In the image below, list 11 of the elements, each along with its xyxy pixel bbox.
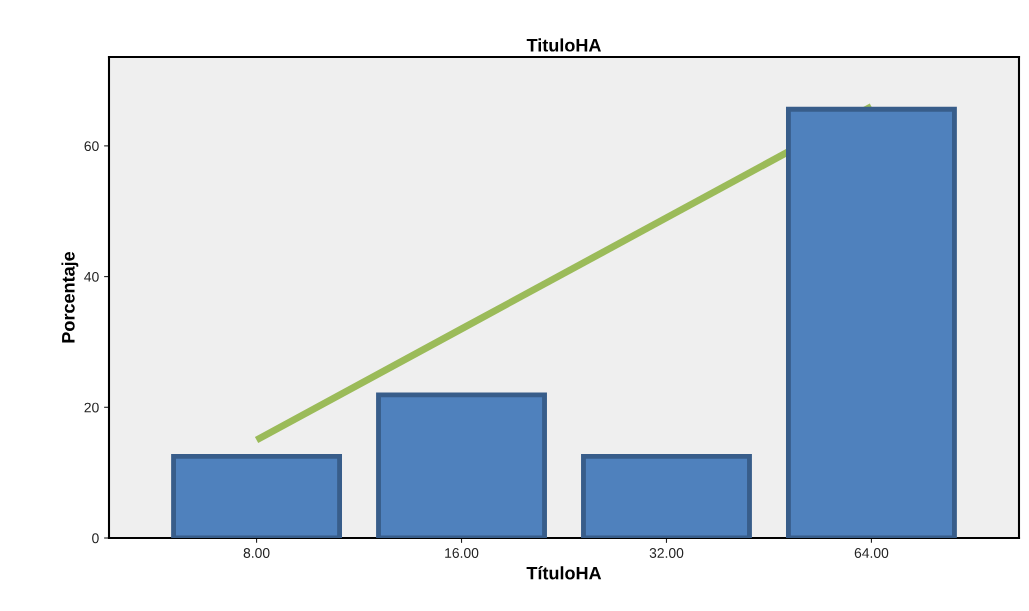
y-tick-label: 20 — [84, 402, 99, 413]
x-tick-label: 32.00 — [649, 548, 684, 558]
x-tick-label: 8.00 — [243, 548, 270, 558]
x-tick-label: 64.00 — [854, 548, 889, 558]
chart-title: TituloHA — [526, 38, 601, 52]
y-axis-title: Porcentaje — [61, 251, 79, 343]
x-tick-label: 16.00 — [445, 548, 479, 558]
y-tick-label: 60 — [84, 141, 99, 152]
x-axis-title: TítuloHA — [526, 566, 602, 580]
y-tick-label: 40 — [84, 271, 99, 282]
y-tick-label: 0 — [92, 533, 99, 544]
